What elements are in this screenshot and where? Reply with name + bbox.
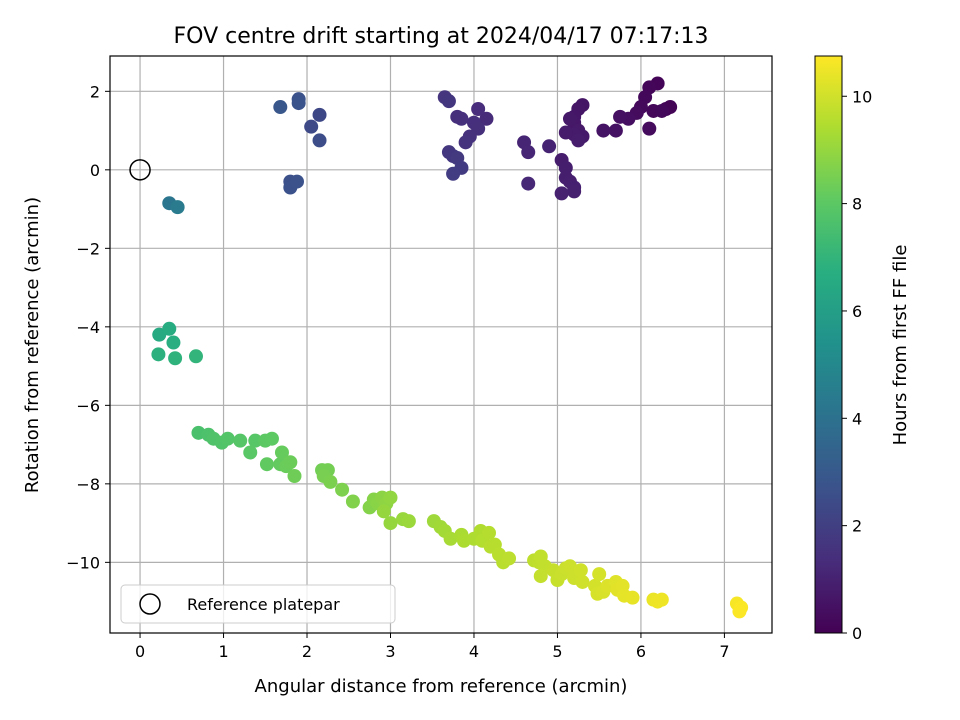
data-point <box>273 100 288 115</box>
data-point <box>558 125 573 140</box>
data-point <box>608 123 623 138</box>
data-point <box>274 445 289 460</box>
data-point <box>233 433 248 448</box>
data-point <box>312 133 327 148</box>
data-point <box>567 184 582 199</box>
data-point <box>188 349 203 364</box>
data-point <box>166 335 181 350</box>
data-point <box>335 482 350 497</box>
y-tick-label: 0 <box>90 161 100 180</box>
x-tick-label: 1 <box>218 642 228 661</box>
data-point <box>562 559 577 574</box>
data-point <box>291 96 306 111</box>
data-point <box>471 101 486 116</box>
data-point <box>613 109 628 124</box>
data-point <box>502 551 517 566</box>
data-point <box>289 174 304 189</box>
data-point <box>312 107 327 122</box>
data-point <box>521 176 536 191</box>
data-point <box>323 474 338 489</box>
data-point <box>383 490 398 505</box>
data-point <box>446 166 461 181</box>
data-point <box>259 457 274 472</box>
grid-lines <box>110 56 772 633</box>
data-point <box>264 431 279 446</box>
colorbar-tick-label: 2 <box>852 517 862 536</box>
colorbar-tick-label: 0 <box>852 624 862 643</box>
data-point <box>571 133 586 148</box>
data-point <box>220 431 235 446</box>
data-point <box>450 109 465 124</box>
data-point <box>596 123 611 138</box>
data-point <box>304 119 319 134</box>
data-point <box>443 531 458 546</box>
x-tick-label: 4 <box>469 642 479 661</box>
data-points <box>151 76 749 619</box>
data-point <box>243 445 258 460</box>
data-point <box>554 186 569 201</box>
colorbar-tick-label: 4 <box>852 409 862 428</box>
colorbar-tick-label: 10 <box>852 87 872 106</box>
data-point <box>732 604 747 619</box>
x-axis-ticks: 0 1 2 3 4 5 6 7 <box>135 633 730 661</box>
x-tick-label: 6 <box>636 642 646 661</box>
colorbar-tick-label: 8 <box>852 195 862 214</box>
data-point <box>642 121 657 136</box>
data-point <box>625 590 640 605</box>
x-tick-label: 5 <box>552 642 562 661</box>
x-tick-label: 3 <box>385 642 395 661</box>
y-tick-label: −2 <box>76 239 100 258</box>
reference-marker <box>129 159 151 181</box>
data-point <box>592 567 607 582</box>
legend: Reference platepar <box>120 584 396 624</box>
data-point <box>573 563 588 578</box>
y-tick-label: −4 <box>76 318 100 337</box>
data-point <box>654 592 669 607</box>
y-axis-label: Rotation from reference (arcmin) <box>22 197 43 493</box>
data-point <box>441 94 456 109</box>
x-tick-label: 0 <box>135 642 145 661</box>
y-tick-label: −8 <box>76 475 100 494</box>
y-axis-ticks: 2 0 −2 −4 −6 −8 −10 <box>66 82 110 572</box>
colorbar-label: Hours from first FF file <box>890 245 911 446</box>
data-point <box>482 525 497 540</box>
data-point <box>654 103 669 118</box>
data-point <box>521 145 536 160</box>
data-point <box>533 569 548 584</box>
data-point <box>558 160 573 175</box>
chart-title: FOV centre drift starting at 2024/04/17 … <box>174 24 709 49</box>
legend-label: Reference platepar <box>187 595 340 614</box>
data-point <box>479 111 494 126</box>
data-point <box>562 111 577 126</box>
colorbar-tick-label: 6 <box>852 302 862 321</box>
colorbar: 0 2 4 6 8 10 Hours from first FF file <box>814 55 911 643</box>
legend-box <box>120 584 396 624</box>
x-tick-label: 7 <box>719 642 729 661</box>
x-tick-label: 2 <box>302 642 312 661</box>
data-point <box>383 516 398 531</box>
plot-frame <box>109 55 773 634</box>
data-point <box>162 321 177 336</box>
data-point <box>168 351 183 366</box>
y-tick-label: 2 <box>90 82 100 101</box>
data-point <box>287 468 302 483</box>
data-point <box>458 135 473 150</box>
data-point <box>345 494 360 509</box>
data-point <box>542 139 557 154</box>
data-point <box>376 504 391 519</box>
y-tick-label: −6 <box>76 396 100 415</box>
data-point <box>283 455 298 470</box>
colorbar-gradient <box>814 55 843 634</box>
y-tick-label: −10 <box>66 553 100 572</box>
data-point <box>170 200 185 215</box>
colorbar-ticks: 0 2 4 6 8 10 <box>842 87 872 643</box>
data-point <box>151 347 166 362</box>
data-point <box>248 433 263 448</box>
data-point <box>575 574 590 589</box>
legend-marker <box>139 593 161 615</box>
x-axis-label: Angular distance from reference (arcmin) <box>255 676 628 697</box>
data-point <box>401 514 416 529</box>
